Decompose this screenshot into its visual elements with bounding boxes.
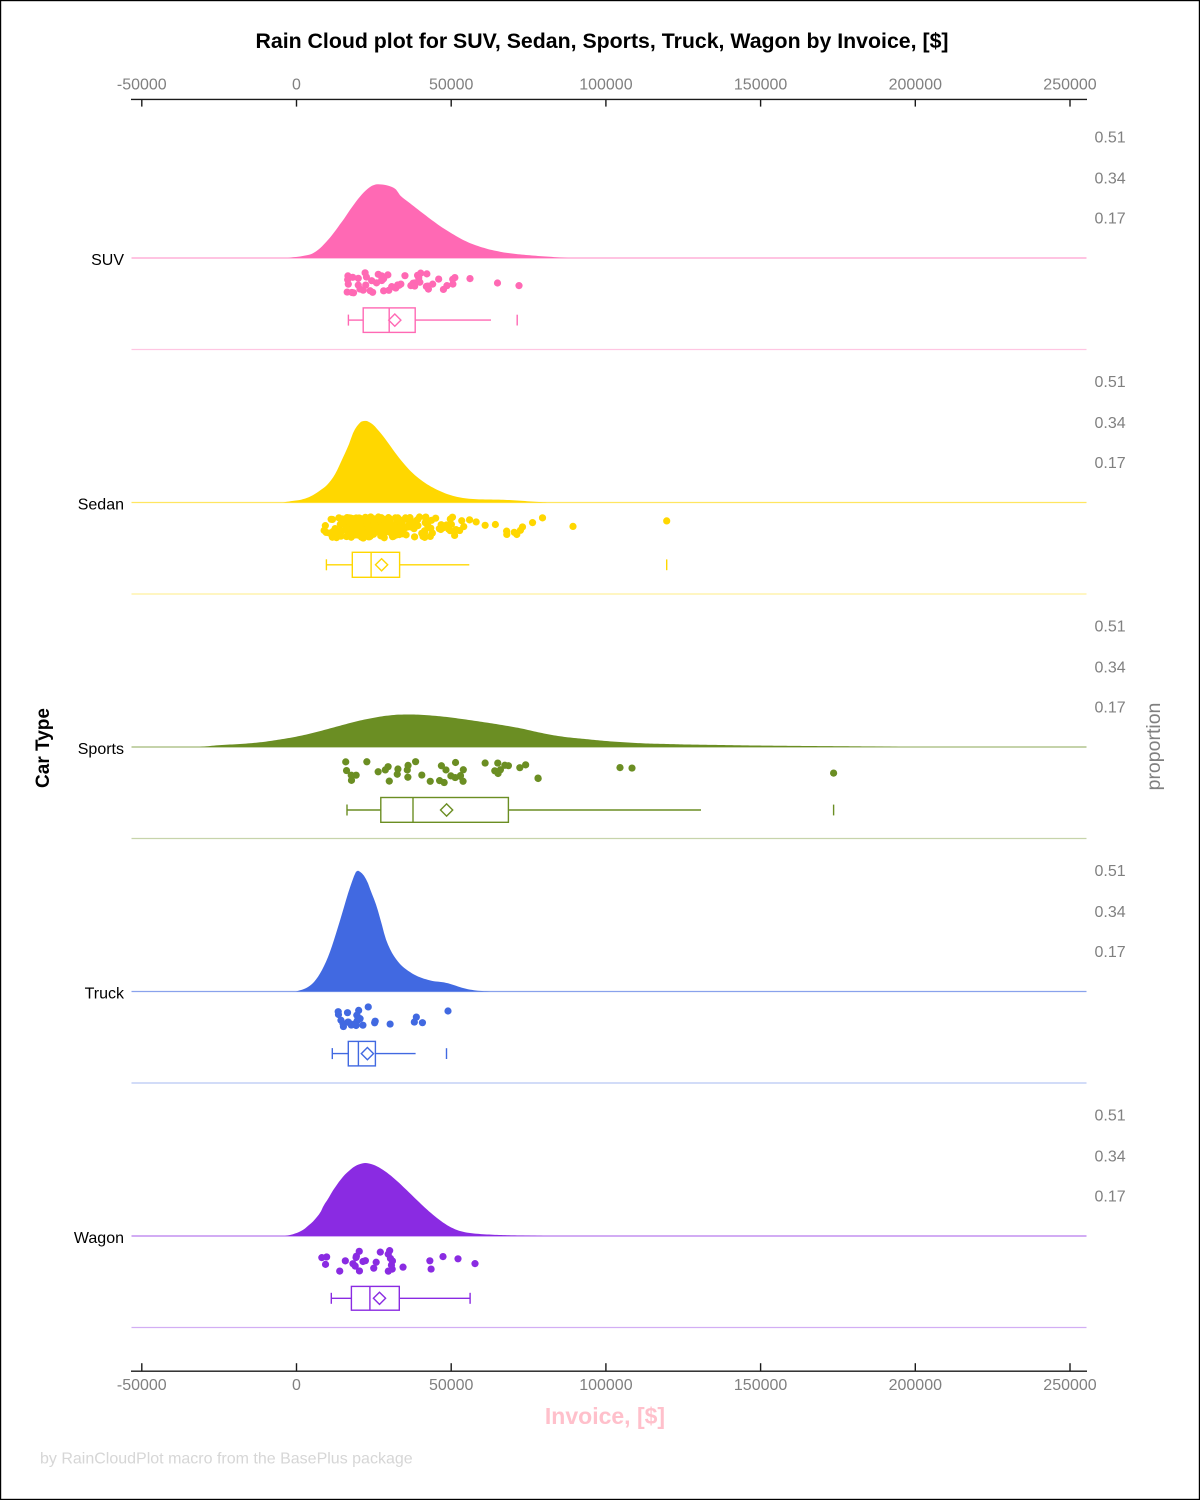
svg-text:Sports: Sports xyxy=(78,741,124,758)
svg-text:SUV: SUV xyxy=(91,252,124,269)
svg-text:Sedan: Sedan xyxy=(78,497,124,514)
svg-text:200000: 200000 xyxy=(889,77,942,94)
svg-text:0.51: 0.51 xyxy=(1095,374,1126,391)
svg-text:100000: 100000 xyxy=(579,1377,632,1394)
svg-text:-50000: -50000 xyxy=(117,1377,167,1394)
svg-text:0.51: 0.51 xyxy=(1095,863,1126,880)
svg-text:0.34: 0.34 xyxy=(1095,170,1126,187)
svg-text:by RainCloudPlot macro from th: by RainCloudPlot macro from the BasePlus… xyxy=(40,1451,413,1468)
svg-text:50000: 50000 xyxy=(429,1377,474,1394)
svg-text:Rain Cloud plot for SUV, Sedan: Rain Cloud plot for SUV, Sedan, Sports, … xyxy=(255,29,948,53)
svg-text:Invoice, [$]: Invoice, [$] xyxy=(545,1403,665,1429)
svg-text:0.34: 0.34 xyxy=(1095,1148,1126,1165)
svg-text:0.34: 0.34 xyxy=(1095,659,1126,676)
svg-text:100000: 100000 xyxy=(579,77,632,94)
svg-text:-50000: -50000 xyxy=(117,77,167,94)
svg-text:0: 0 xyxy=(292,77,301,94)
svg-text:Wagon: Wagon xyxy=(74,1230,124,1247)
svg-text:150000: 150000 xyxy=(734,77,787,94)
svg-text:0.17: 0.17 xyxy=(1095,1189,1126,1206)
svg-text:proportion: proportion xyxy=(1143,703,1165,791)
svg-text:Car Type: Car Type xyxy=(33,708,54,788)
svg-text:250000: 250000 xyxy=(1043,1377,1096,1394)
svg-text:200000: 200000 xyxy=(889,1377,942,1394)
svg-text:Truck: Truck xyxy=(85,986,125,1003)
svg-text:0.17: 0.17 xyxy=(1095,944,1126,961)
svg-text:0.51: 0.51 xyxy=(1095,619,1126,636)
svg-text:0.17: 0.17 xyxy=(1095,211,1126,228)
svg-text:0: 0 xyxy=(292,1377,301,1394)
svg-text:150000: 150000 xyxy=(734,1377,787,1394)
svg-text:250000: 250000 xyxy=(1043,77,1096,94)
svg-text:0.17: 0.17 xyxy=(1095,455,1126,472)
svg-text:0.51: 0.51 xyxy=(1095,130,1126,147)
svg-text:50000: 50000 xyxy=(429,77,474,94)
svg-text:0.51: 0.51 xyxy=(1095,1108,1126,1125)
svg-text:0.34: 0.34 xyxy=(1095,904,1126,921)
svg-text:0.34: 0.34 xyxy=(1095,415,1126,432)
svg-text:0.17: 0.17 xyxy=(1095,700,1126,717)
